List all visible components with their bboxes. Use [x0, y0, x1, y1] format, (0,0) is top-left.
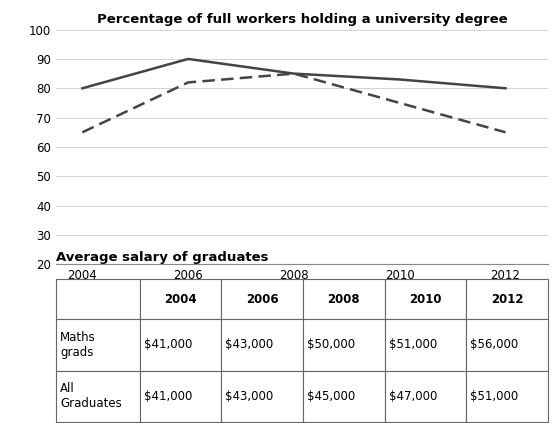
Text: Average salary of graduates: Average salary of graduates [56, 251, 268, 264]
Legend: Maths Graduates, All Graduates: Maths Graduates, All Graduates [165, 327, 438, 348]
Title: Percentage of full workers holding a university degree: Percentage of full workers holding a uni… [97, 13, 507, 26]
